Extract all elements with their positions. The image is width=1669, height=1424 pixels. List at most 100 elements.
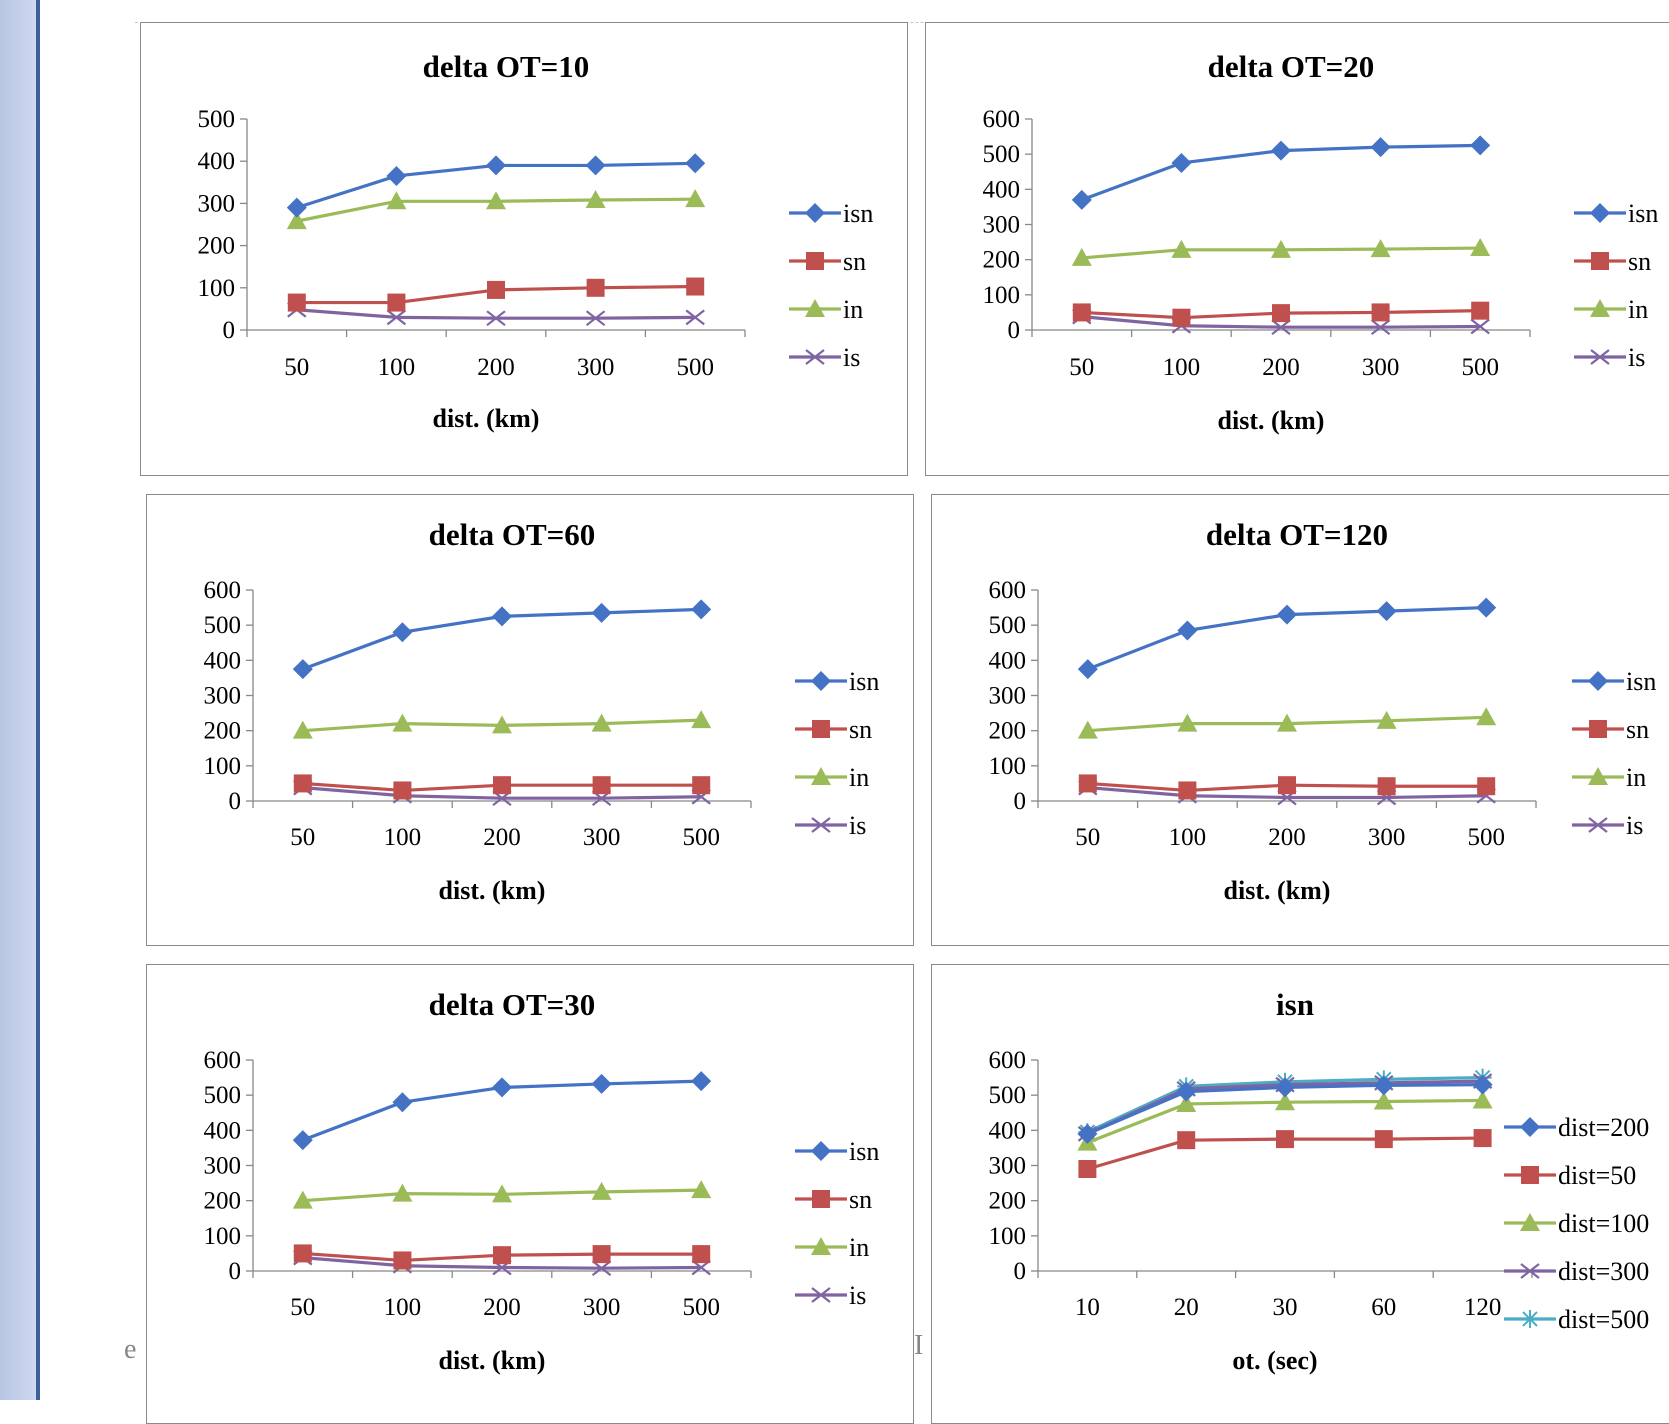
data-point-in	[1077, 720, 1098, 739]
legend-marker	[811, 1141, 831, 1161]
data-point-sn	[1471, 301, 1490, 320]
data-point-sn	[493, 776, 511, 795]
y-tick-label: 400	[989, 647, 1027, 674]
y-tick-label: 100	[198, 275, 236, 302]
data-point-dist-50	[1078, 1160, 1097, 1179]
data-point-isn	[386, 165, 407, 186]
legend-item-in: in	[1574, 295, 1648, 324]
y-tick-label: 600	[204, 1047, 242, 1074]
data-point-sn	[287, 293, 306, 312]
legend-marker	[811, 817, 831, 833]
legend-item-isn: isn	[795, 667, 879, 696]
data-point-in	[1071, 247, 1092, 266]
legend-marker	[1590, 203, 1610, 223]
legend-item-sn: sn	[795, 715, 872, 744]
legend-item-is: is	[1574, 343, 1645, 372]
data-point-isn	[1376, 601, 1397, 622]
data-point-in	[1177, 713, 1198, 732]
series-sn	[293, 774, 711, 800]
legend-marker	[811, 1237, 831, 1255]
chart-panel-delta-ot-60: delta OT=60 0 100 200 300 400 500 600 50 100 200 30…	[146, 494, 914, 946]
legend-label: dist=50	[1558, 1161, 1636, 1190]
legend-marker	[806, 252, 824, 270]
legend-item-sn: sn	[1572, 715, 1649, 744]
x-axis-label: dist. (km)	[1224, 876, 1331, 905]
data-point-isn	[1077, 659, 1098, 680]
x-axis-label: dist. (km)	[433, 404, 540, 433]
chart-title: delta OT=60	[429, 517, 596, 552]
y-tick-label: 0	[1008, 317, 1021, 344]
data-point-isn	[392, 622, 413, 643]
legend-marker	[805, 349, 825, 365]
data-point-isn	[1177, 620, 1198, 641]
data-point-isn	[292, 1130, 313, 1151]
data-point-in	[1370, 239, 1391, 258]
y-tick-label: 200	[204, 1188, 242, 1215]
data-point-dist-50	[1473, 1129, 1492, 1148]
legend-item-in: in	[795, 1233, 869, 1262]
legend-marker	[1591, 252, 1609, 270]
y-tick-label: 500	[204, 1082, 242, 1109]
legend-label: is	[843, 343, 860, 372]
data-point-dist-200	[1176, 1081, 1197, 1102]
chart-title: delta OT=10	[423, 49, 590, 84]
data-point-isn	[685, 153, 706, 174]
data-point-dist-50	[1276, 1130, 1294, 1149]
legend-item-isn: isn	[1574, 199, 1658, 228]
y-tick-label: 100	[983, 282, 1021, 309]
data-point-dist-100	[1176, 1093, 1197, 1112]
y-tick-label: 400	[198, 148, 236, 175]
legend-label: dist=200	[1558, 1113, 1649, 1142]
data-point-sn	[1172, 308, 1191, 327]
data-point-in	[585, 190, 606, 209]
data-point-in	[1476, 707, 1497, 726]
data-point-in	[691, 710, 712, 729]
y-tick-label: 0	[229, 788, 242, 815]
y-tick-label: 400	[204, 647, 242, 674]
series-isn	[1071, 135, 1491, 210]
legend-marker	[811, 671, 831, 691]
series-sn	[1072, 301, 1490, 327]
series-sn	[1078, 774, 1496, 800]
data-point-dist-50	[1374, 1130, 1393, 1149]
data-point-is	[1470, 318, 1490, 335]
data-point-sn	[1377, 777, 1396, 796]
legend-marker	[1589, 720, 1607, 738]
data-point-dist-200	[1472, 1074, 1493, 1095]
y-tick-label: 0	[229, 1258, 242, 1285]
series-isn	[286, 153, 706, 218]
data-point-in	[386, 191, 407, 210]
series-isn	[1077, 597, 1497, 680]
legend-item-in: in	[1572, 763, 1646, 792]
data-point-isn	[1370, 137, 1391, 158]
x-tick-label: 100	[1169, 824, 1207, 851]
data-point-in	[392, 713, 413, 732]
legend-marker	[1521, 1310, 1539, 1328]
data-point-dist-100	[1472, 1090, 1493, 1109]
chart-title: isn	[1276, 987, 1314, 1022]
x-tick-label: 100	[378, 354, 416, 381]
x-axis-label: dist. (km)	[439, 876, 546, 905]
x-tick-label: 300	[577, 354, 615, 381]
data-point-sn	[686, 277, 705, 296]
data-point-isn	[1277, 604, 1297, 625]
data-point-sn	[1371, 303, 1390, 322]
data-point-isn	[1476, 597, 1497, 618]
data-point-in	[1470, 238, 1491, 257]
data-point-sn	[393, 781, 412, 800]
x-tick-label: 30	[1273, 1294, 1298, 1321]
y-tick-label: 300	[198, 190, 236, 217]
legend-marker	[1520, 1213, 1540, 1231]
x-tick-label: 300	[1362, 354, 1400, 381]
chart-svg: isn 0 100 200 300 400 500 600 10 20 30 60 120 ot. (se…	[989, 987, 1650, 1375]
x-tick-label: 300	[583, 824, 621, 851]
data-point-isn	[492, 606, 512, 627]
legend-marker	[812, 720, 830, 738]
y-tick-label: 300	[989, 1153, 1027, 1180]
data-point-sn	[1078, 774, 1097, 793]
legend-label: dist=300	[1558, 1257, 1649, 1286]
y-tick-label: 300	[989, 683, 1027, 710]
data-point-dist-200	[1077, 1123, 1098, 1144]
data-point-sn	[692, 776, 711, 795]
x-tick-label: 500	[1461, 354, 1499, 381]
